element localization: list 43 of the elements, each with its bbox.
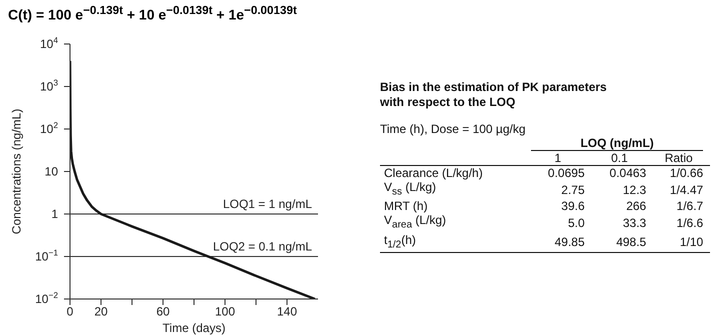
category-label: t$_{1/2}$(h)	[383, 232, 417, 252]
x-axis-title: Time (days)	[162, 321, 226, 335]
text: Ratio	[664, 151, 694, 166]
y-tick-label: 10$^{−1}$	[35, 248, 58, 264]
x-tick-label: 20	[94, 304, 108, 319]
category-label: Clearance (L/kg/h)	[383, 166, 484, 180]
data-label: 1/4.47	[668, 182, 704, 199]
ref-line-label: LOQ1 = 1 ng/mL	[222, 197, 312, 211]
data-label: 0.0695	[546, 166, 586, 180]
y-tick-label: 10$^{−2}$	[35, 290, 58, 306]
x-tick-label: 60	[156, 304, 170, 319]
data-label: 39.6	[560, 199, 586, 214]
data-label: 1/6.7	[676, 199, 704, 214]
data-label: 266	[625, 199, 648, 214]
text: 0.1	[610, 151, 629, 166]
text: Time (h), Dose = 100 µg/kg	[380, 122, 527, 136]
data-label: 0.0463	[608, 166, 648, 180]
y-axis-title: Concentrations (ng/mL)	[9, 108, 24, 234]
y-tick-label: 1	[51, 207, 58, 221]
category-label: V$_{ss}$ (L/kg)	[383, 180, 438, 200]
data-label: 5.0	[566, 215, 586, 232]
data-label: 12.3	[622, 182, 648, 199]
data-label: 1/6.6	[676, 215, 704, 232]
text: Bias in the estimation of PK parameters with respect to the LOQ	[380, 80, 608, 110]
category-label: V$_{area}$ (L/kg)	[383, 213, 448, 233]
legend-title: LOQ (ng/mL)	[531, 136, 704, 151]
y-tick-label: 10$^{4}$	[40, 35, 58, 51]
chart-title: C(t) = 100 e$^{−0.139t}$ + 10 e$^{−0.0139t}$ + 1e$^{−0.00139t}$	[8, 4, 297, 23]
data-label: 2.75	[560, 182, 586, 199]
x-tick-label: 0	[66, 304, 74, 319]
x-tick-label: 100	[214, 304, 236, 319]
category-label: MRT (h)	[383, 199, 429, 214]
data-label: 49.85	[554, 234, 586, 252]
x-tick-label: 140	[276, 304, 298, 319]
y-tick-label: 10	[44, 164, 58, 178]
data-label: 1/10	[678, 234, 704, 252]
y-tick-label: 10$^{2}$	[40, 120, 58, 136]
ref-line-label: LOQ2 = 0.1 ng/mL	[212, 240, 312, 254]
text: 1	[553, 151, 562, 166]
data-label: 1/0.66	[668, 166, 704, 180]
data-label: 498.5	[615, 234, 648, 252]
data-label: 33.3	[622, 215, 648, 232]
y-tick-label: 10$^{3}$	[40, 78, 58, 94]
